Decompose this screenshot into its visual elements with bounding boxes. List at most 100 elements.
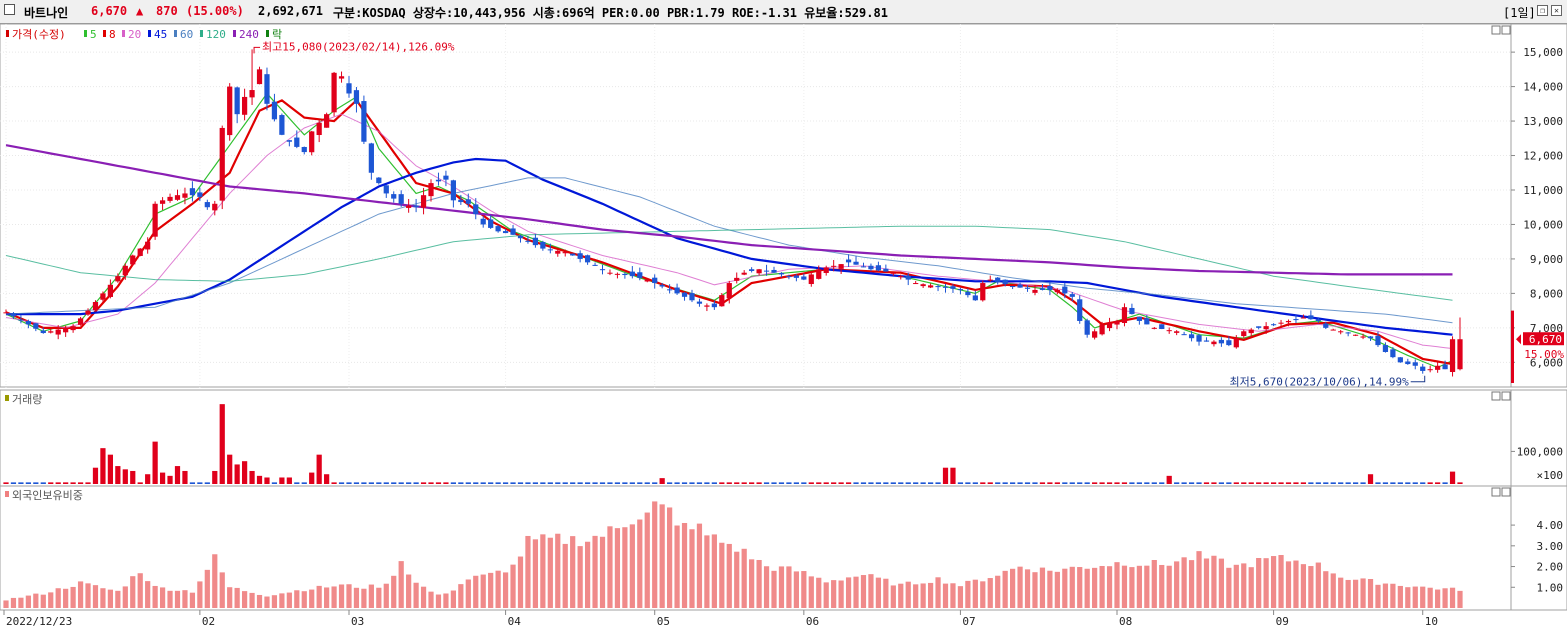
candle — [644, 279, 650, 282]
candle — [1099, 324, 1105, 335]
candle — [890, 272, 896, 274]
candle — [361, 101, 367, 142]
volume-bar — [488, 482, 494, 484]
close-icon[interactable]: ✕ — [1551, 5, 1562, 16]
volume-bar — [972, 482, 978, 484]
volume-bar — [1211, 482, 1217, 484]
candle — [368, 143, 374, 173]
window-checkbox[interactable] — [4, 4, 15, 15]
foreign-bar — [741, 548, 747, 608]
volume-bar — [1129, 482, 1135, 484]
candle — [741, 272, 747, 275]
volume-bar — [1367, 474, 1374, 484]
panel-menu-icon — [1491, 391, 1511, 401]
volume-bar — [480, 482, 486, 484]
volume-bar — [1300, 482, 1307, 484]
candle — [1315, 319, 1321, 321]
volume-bar — [413, 482, 419, 484]
volume-bar — [368, 482, 374, 484]
candle — [913, 283, 919, 285]
foreign-bar — [860, 575, 867, 608]
foreign-bar — [816, 577, 822, 608]
volume-bar — [167, 475, 173, 484]
volume-bar — [324, 474, 330, 484]
foreign-bar — [189, 592, 196, 608]
candle — [465, 199, 471, 204]
candle — [33, 323, 39, 329]
volume-bar — [1338, 482, 1344, 484]
candle — [838, 264, 844, 269]
candle — [234, 87, 240, 115]
volume-bar — [279, 477, 285, 484]
candle — [159, 200, 166, 204]
date-tick-label: 2022/12/23 — [6, 615, 72, 628]
foreign-bar — [1435, 589, 1441, 608]
volume-bar — [234, 464, 240, 484]
volume-bar — [749, 482, 755, 484]
volume-bar — [831, 482, 837, 484]
volume-title: 거래량 — [12, 393, 42, 406]
volume-bar — [987, 482, 993, 484]
foreign-bar — [935, 577, 941, 608]
volume-bar — [361, 482, 367, 484]
restore-icon[interactable]: ❐ — [1537, 5, 1548, 16]
candle — [1270, 324, 1277, 326]
volume-bar — [599, 482, 606, 484]
candle — [63, 327, 69, 333]
volume-bar — [644, 482, 650, 484]
volume-bar — [771, 482, 777, 484]
volume-bar — [1457, 482, 1463, 484]
foreign-bar — [130, 576, 136, 608]
price-tick-label: 8,000 — [1530, 287, 1563, 300]
volume-bar — [1435, 482, 1441, 484]
candle — [1129, 307, 1135, 315]
candle — [167, 196, 173, 201]
stock-change-pct: (15.00%) — [186, 4, 244, 18]
stock-chart[interactable]: 6,000 7,000 8,000 9,000 10,000 11,000 12,000 13… — [0, 24, 1567, 630]
foreign-bar — [965, 580, 971, 608]
volume-bar — [1174, 482, 1180, 484]
legend-swatch — [103, 30, 106, 37]
date-tick-label: 09 — [1276, 615, 1289, 628]
foreign-bar — [1382, 583, 1389, 608]
volume-bar — [1136, 482, 1142, 484]
candle — [1263, 326, 1269, 330]
volume-bar — [1256, 482, 1262, 484]
foreign-bar — [659, 504, 665, 608]
candle — [480, 218, 486, 225]
candle — [935, 286, 941, 288]
candle — [1360, 336, 1366, 338]
foreign-bar — [614, 528, 621, 608]
candle — [1375, 335, 1381, 346]
stock-name: 바트나인 — [24, 6, 69, 20]
foreign-bar — [294, 590, 300, 608]
foreign-bar — [913, 584, 919, 608]
volume-bar — [622, 482, 628, 484]
foreign-bar — [1144, 565, 1150, 608]
volume-bar — [1330, 482, 1336, 484]
candle — [711, 303, 717, 308]
candle — [40, 330, 46, 334]
foreign-bar — [763, 566, 770, 608]
foreign-tick-label: 3.00 — [1537, 540, 1564, 553]
legend-label: 락 — [272, 28, 282, 41]
candle — [1338, 331, 1344, 333]
foreign-bar — [1315, 562, 1321, 608]
candle — [435, 179, 442, 182]
volume-bar — [1002, 482, 1008, 484]
foreign-bar — [1166, 565, 1172, 608]
stock-info: 구분:KOSDAQ 상장수:10,443,956 시총:696억 PER:0.0… — [333, 6, 888, 20]
candle — [324, 114, 330, 128]
candle — [652, 277, 658, 284]
period-selector[interactable]: [1일] — [1503, 6, 1536, 20]
candle — [331, 72, 337, 113]
foreign-bar — [145, 581, 151, 608]
candle — [1151, 327, 1157, 329]
candle — [137, 248, 143, 256]
candle — [875, 265, 882, 271]
candle — [532, 237, 539, 246]
volume-legend: 거래량 — [5, 393, 42, 406]
foreign-bar — [1017, 566, 1023, 608]
candle — [264, 74, 270, 104]
legend-label: 5 — [90, 28, 97, 41]
